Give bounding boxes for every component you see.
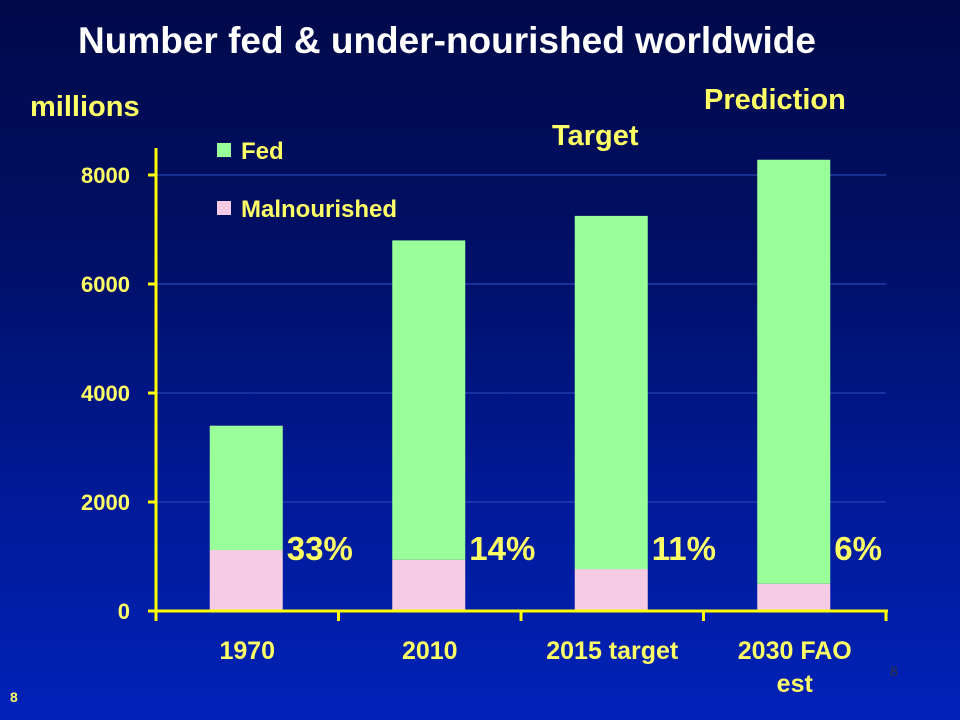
bar-fed-0 <box>209 425 283 550</box>
bar-fed-2 <box>574 215 648 570</box>
bar-malnourished-1 <box>392 559 466 611</box>
y-tick-label-0: 0 <box>118 599 130 624</box>
legend-swatch-malnourished <box>217 201 231 215</box>
legend-label-malnourished: Malnourished <box>241 196 397 223</box>
legend-label-fed: Fed <box>241 138 284 165</box>
page-number: 8 <box>890 663 898 679</box>
bar-fed-3 <box>757 159 831 584</box>
slide-number: 8 <box>10 689 18 705</box>
prediction-annotation: Prediction <box>704 84 846 116</box>
y-tick-label-2000: 2000 <box>81 490 130 515</box>
chart-title: Number fed & under-nourished worldwide <box>78 20 816 61</box>
bar-malnourished-3 <box>757 583 831 611</box>
x-tick-label-0: 1970 <box>219 637 275 665</box>
y-tick-label-4000: 4000 <box>81 381 130 406</box>
data-label-3: 6% <box>834 530 882 567</box>
data-label-0: 33% <box>287 530 353 567</box>
y-tick-label-6000: 6000 <box>81 272 130 297</box>
x-tick-label-3: 2030 FAO <box>738 637 852 665</box>
x-tick-label-2: 2015 target <box>546 637 679 665</box>
data-label-1: 14% <box>469 530 535 567</box>
legend-swatch-fed <box>217 143 231 157</box>
x-tick-label-3-line1: est <box>777 670 814 698</box>
bar-malnourished-2 <box>574 569 648 611</box>
data-label-2: 11% <box>652 530 716 567</box>
x-tick-label-1: 2010 <box>402 637 458 665</box>
y-tick-label-8000: 8000 <box>81 163 130 188</box>
y-axis-unit-label: millions <box>30 91 140 123</box>
target-annotation: Target <box>552 120 639 152</box>
bar-malnourished-0 <box>209 549 283 611</box>
bar-fed-1 <box>392 240 466 560</box>
